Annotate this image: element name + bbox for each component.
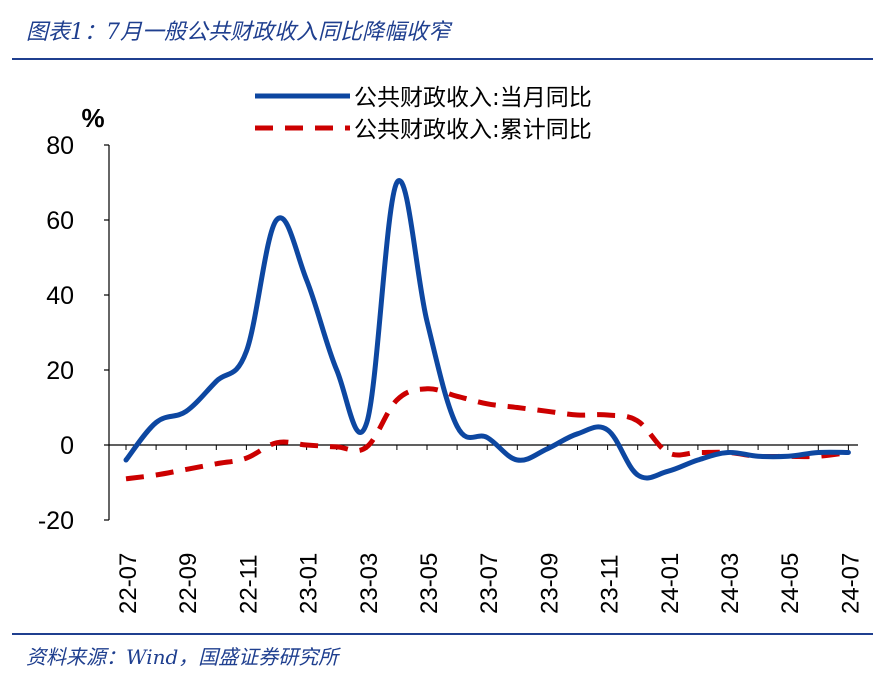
source-note: 资料来源：Wind，国盛证券研究所 (26, 645, 339, 669)
bottom-rule (12, 633, 873, 635)
chart-axes: -20 0 20 40 60 80 22-07 22-09 22-11 23-01 23-03 23-… (38, 132, 865, 614)
y-tick-label: -20 (38, 507, 74, 535)
x-tick-label: 23-05 (416, 553, 443, 614)
x-tick-label: 23-11 (597, 554, 624, 614)
y-tick-label: 40 (46, 282, 74, 310)
x-tick-label: 23-01 (296, 553, 323, 614)
legend-label: 公共财政收入:当月同比 (354, 85, 592, 111)
series-line-monthly (123, 178, 851, 481)
chart-series (123, 178, 851, 482)
x-tick-label: 23-09 (536, 553, 563, 614)
top-rule (12, 58, 873, 60)
x-tick-label: 23-07 (476, 553, 503, 614)
y-tick-label: 20 (46, 357, 74, 385)
x-tick-label: 24-07 (837, 553, 864, 614)
figure-title: 图表1：7月一般公共财政收入同比降幅收窄 (26, 20, 450, 45)
x-tick-label: 22-11 (235, 554, 262, 614)
legend-label: 公共财政收入:累计同比 (354, 117, 592, 143)
x-tick-label: 23-03 (356, 553, 383, 614)
series-line-cumulative (125, 386, 849, 482)
x-tick-label: 22-07 (115, 553, 142, 614)
y-axis-label: % (81, 103, 104, 133)
y-tick-label: 80 (46, 132, 74, 160)
x-tick-label: 24-03 (717, 553, 744, 614)
y-tick-label: 0 (60, 432, 74, 460)
x-tick-label: 22-09 (175, 553, 202, 614)
x-tick-label: 24-05 (777, 553, 804, 614)
y-tick-label: 60 (46, 207, 74, 235)
x-tick-label: 24-01 (657, 553, 684, 614)
